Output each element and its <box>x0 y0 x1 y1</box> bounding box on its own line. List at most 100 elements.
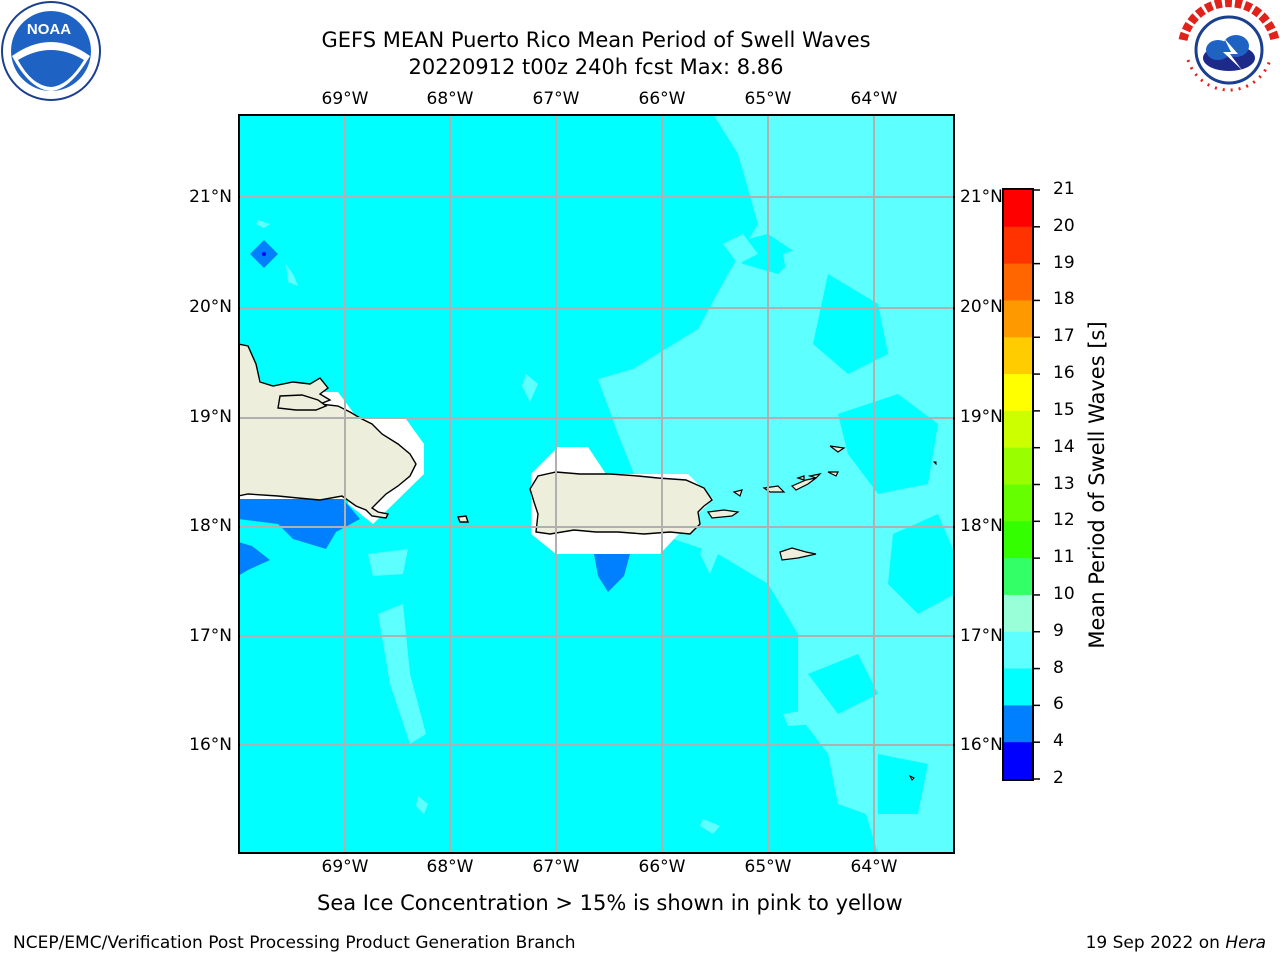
colorbar-tick-label: 14 <box>1053 436 1075 457</box>
colorbar-tick-label: 19 <box>1053 252 1075 273</box>
colorbar-tick-label: 8 <box>1053 657 1064 678</box>
colorbar-tick-label: 21 <box>1053 179 1075 199</box>
lon-label-top: 65°W <box>744 89 792 109</box>
saona-island <box>457 515 469 523</box>
colorbar-swatch <box>1004 521 1033 559</box>
small-island <box>908 774 915 781</box>
swell-zone-patch <box>698 654 778 754</box>
lat-label-left: 20°N <box>189 297 232 317</box>
colorbar-tick-label: 10 <box>1053 583 1075 604</box>
colorbar-swatch <box>1004 668 1033 706</box>
swell-zone-patch <box>888 514 954 614</box>
swell-zone-patch <box>700 534 718 574</box>
credit-text: NCEP/EMC/Verification Post Processing Pr… <box>13 933 576 953</box>
swell-zone-patch <box>368 549 408 576</box>
swell-period-map <box>238 114 955 854</box>
swell-zone-patch <box>378 604 426 744</box>
colorbar-tick-label: 20 <box>1053 215 1075 236</box>
swell-zone-patch <box>813 274 888 374</box>
colorbar-swatch <box>1004 300 1033 338</box>
map-subtitle: 20220912 t00z 240h fcst Max: 8.86 <box>408 55 784 79</box>
colorbar-tick-label: 11 <box>1053 547 1075 568</box>
swell-zone-patch <box>522 374 538 402</box>
colorbar-swatch <box>1004 705 1033 743</box>
sea-ice-note: Sea Ice Concentration > 15% is shown in … <box>317 891 903 915</box>
lon-label-top: 64°W <box>850 89 898 109</box>
colorbar <box>1002 188 1040 781</box>
colorbar-swatch <box>1004 558 1033 596</box>
swell-zone-patch <box>286 264 298 286</box>
lon-label-bottom: 68°W <box>426 857 474 877</box>
swell-zone-4-6s <box>239 499 360 549</box>
swell-zone-patch <box>256 220 270 228</box>
noaa-logo-icon: NOAA <box>1 1 101 101</box>
colorbar-swatch <box>1004 410 1033 449</box>
virgin-islands <box>807 473 822 479</box>
swell-zone-patch <box>723 234 758 264</box>
lon-label-top: 67°W <box>532 89 580 109</box>
tortuga-island <box>277 394 328 411</box>
lon-label-bottom: 65°W <box>744 857 792 877</box>
colorbar-swatch <box>1004 190 1033 228</box>
swell-zone-4-6s <box>594 554 630 592</box>
colorbar-tick-label: 2 <box>1053 768 1064 788</box>
colorbar-tick-label: 13 <box>1053 473 1075 494</box>
graticule <box>239 115 954 853</box>
colorbar-swatch <box>1004 374 1033 412</box>
map-frame <box>238 114 955 854</box>
lat-label-left: 21°N <box>189 187 232 207</box>
nws-logo-icon <box>1178 0 1280 97</box>
anegada-island <box>829 445 846 453</box>
colorbar-swatch <box>1004 337 1033 375</box>
virgin-islands <box>796 475 805 481</box>
puerto-rico-land <box>529 471 713 535</box>
lat-label-right: 18°N <box>960 516 1003 536</box>
lat-label-right: 21°N <box>960 187 1003 207</box>
virgin-islands <box>790 477 817 491</box>
lon-label-bottom: 66°W <box>638 857 686 877</box>
lat-label-left: 16°N <box>189 735 232 755</box>
vieques-island <box>706 509 740 519</box>
colorbar-tick-label: 9 <box>1053 620 1064 641</box>
swell-zone-patch <box>700 819 720 834</box>
swell-zone-patch <box>808 654 878 714</box>
host-name: Hera <box>1225 933 1266 953</box>
colorbar-label: Mean Period of Swell Waves [s] <box>1085 321 1109 649</box>
lat-label-right: 19°N <box>960 407 1003 427</box>
swell-zone-4-6s <box>239 542 270 576</box>
date-stamp: 19 Sep 2022 on Hera <box>1086 933 1266 953</box>
lat-label-left: 18°N <box>189 516 232 536</box>
colorbar-tick-label: 4 <box>1053 731 1064 752</box>
lat-label-right: 16°N <box>960 735 1003 755</box>
colorbar-swatch <box>1004 631 1033 670</box>
colorbar-swatch <box>1004 226 1033 265</box>
colorbar-tick-label: 15 <box>1053 399 1075 420</box>
lon-label-top: 69°W <box>321 89 369 109</box>
small-island <box>932 461 937 466</box>
date-text: 19 Sep 2022 on <box>1085 933 1226 953</box>
lat-label-left: 17°N <box>189 626 232 646</box>
colorbar-swatch <box>1004 263 1033 301</box>
colorbar-swatch <box>1004 742 1033 780</box>
st-croix-island <box>779 547 817 561</box>
lat-label-right: 17°N <box>960 626 1003 646</box>
colorbar-swatch <box>1004 484 1033 522</box>
swell-zone-patch <box>878 754 928 814</box>
lon-label-top: 66°W <box>638 89 686 109</box>
colorbar-tick-label: 16 <box>1053 363 1075 384</box>
culebra-island <box>732 489 743 497</box>
lat-label-right: 20°N <box>960 297 1003 317</box>
colorbar-tick-label: 17 <box>1053 326 1075 347</box>
colorbar-swatch <box>1004 594 1033 633</box>
lon-label-bottom: 69°W <box>321 857 369 877</box>
lon-label-bottom: 64°W <box>850 857 898 877</box>
lon-label-top: 68°W <box>426 89 474 109</box>
noaa-logo-text: NOAA <box>27 21 71 38</box>
lat-label-left: 19°N <box>189 407 232 427</box>
colorbar-tick-label: 12 <box>1053 510 1075 531</box>
map-title: GEFS MEAN Puerto Rico Mean Period of Swe… <box>321 28 871 52</box>
swell-zone-patch <box>783 249 803 294</box>
lon-label-bottom: 67°W <box>532 857 580 877</box>
swell-zone-patch <box>783 709 818 726</box>
virgin-islands <box>827 471 839 477</box>
